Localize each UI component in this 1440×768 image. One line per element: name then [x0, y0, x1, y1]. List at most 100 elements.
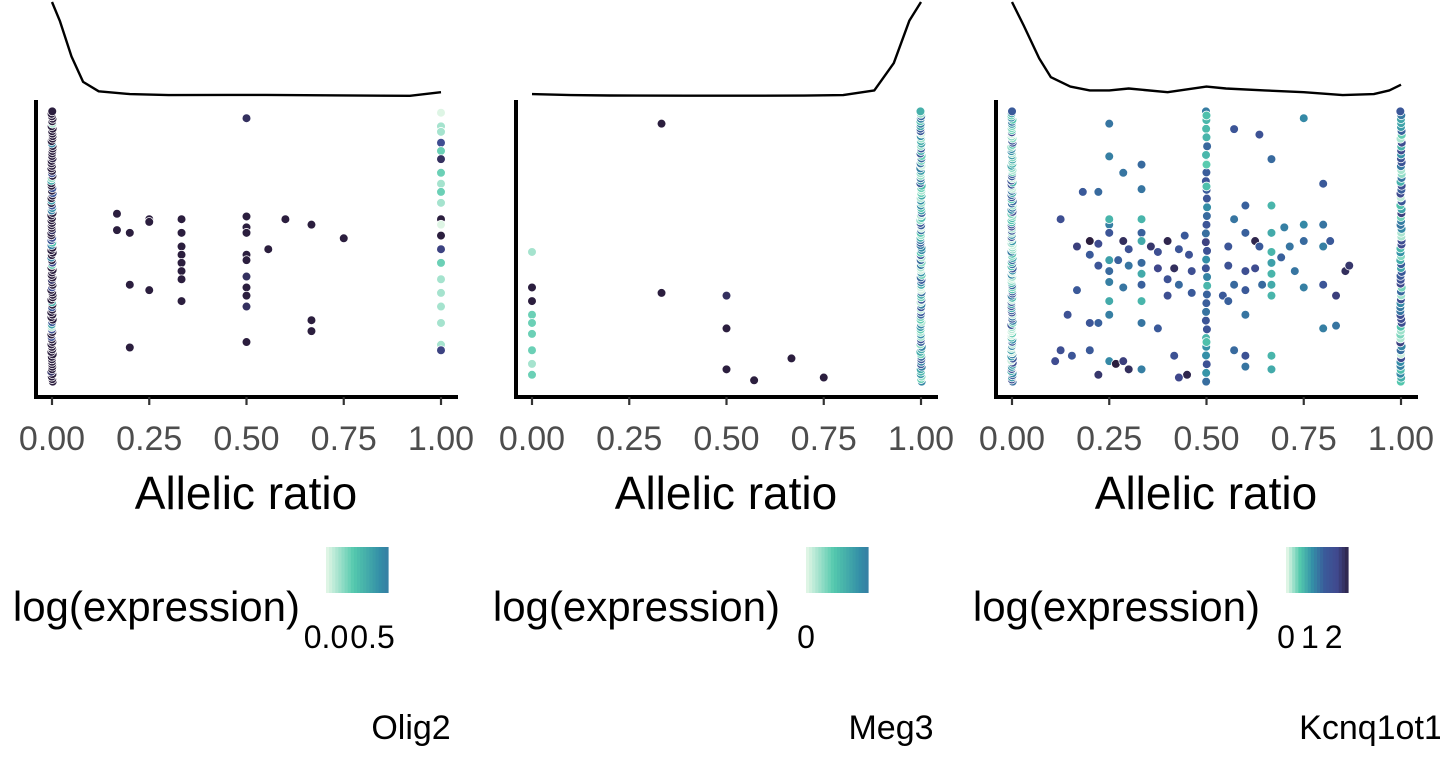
legend-gradient-step [1292, 547, 1296, 593]
data-point [1201, 298, 1212, 308]
marginal-density-curve [50, 1, 442, 97]
data-point [1201, 181, 1212, 192]
data-point [1123, 244, 1134, 255]
legend-gradient-step [341, 547, 346, 593]
data-point [1093, 260, 1104, 271]
data-point [1118, 167, 1129, 178]
legend-gradient-step [858, 547, 863, 593]
legend-gradient-step [1344, 547, 1349, 593]
data-point [1104, 277, 1115, 287]
panel-olig2: 0.00 0.25 0.50 0.75 1.00 Allelic ratio log(exp… [13, 1, 474, 747]
data-point [436, 274, 446, 285]
data-point [241, 337, 252, 347]
data-point [1067, 350, 1077, 361]
data-point [1229, 279, 1239, 290]
data-point [1250, 263, 1260, 274]
data-point [1153, 263, 1163, 274]
data-point [306, 315, 317, 326]
data-point [1085, 318, 1095, 328]
x-axis-title: Allelic ratio [135, 467, 357, 519]
legend-gradient-step [843, 547, 847, 593]
legend-gradient-step [830, 547, 835, 593]
data-point [527, 296, 537, 306]
legend-title: log(expression) [973, 583, 1260, 630]
legend-gradient-step [821, 547, 826, 593]
legend-gradient-step [833, 547, 838, 593]
legend-gradient-step [812, 547, 816, 593]
legend-title: log(expression) [13, 583, 300, 630]
data-point [1240, 309, 1251, 320]
legend-gradient-step [350, 547, 355, 593]
data-point [176, 214, 187, 225]
legend-gradient-step [1310, 547, 1315, 593]
data-point [1331, 320, 1341, 331]
legend-gradient-step [1304, 547, 1309, 593]
data-point [1395, 106, 1406, 117]
data-point [1136, 318, 1147, 328]
legend-gradient-step [840, 547, 844, 593]
data-point [1284, 241, 1295, 252]
data-point [1223, 296, 1234, 306]
data-point [1201, 110, 1212, 121]
data-point [1201, 263, 1211, 274]
x-tick-label: 0.50 [693, 420, 759, 458]
data-point [176, 296, 187, 306]
data-point [1050, 356, 1060, 366]
data-point [1229, 345, 1239, 356]
legend-gradient-step [1326, 547, 1330, 593]
data-point [1240, 350, 1251, 361]
data-point [241, 211, 252, 222]
data-point [1223, 241, 1234, 252]
data-point [1298, 236, 1309, 246]
legend-gradient-step [824, 547, 829, 593]
data-point [1136, 184, 1147, 194]
data-point [1201, 124, 1211, 134]
x-tick-label: 0.25 [1076, 420, 1142, 458]
legend-tick-label: 1 [1301, 619, 1319, 655]
legend-gradient-step [852, 547, 857, 593]
data-point [786, 353, 797, 364]
data-point [436, 137, 446, 148]
legend-gradient-step [1338, 547, 1343, 593]
data-point [1290, 266, 1300, 276]
data-point [1223, 260, 1234, 271]
data-point [1113, 255, 1123, 265]
data-point [1201, 376, 1211, 387]
data-point [263, 244, 274, 255]
data-point [1169, 350, 1180, 361]
x-tick-label: 0.50 [1173, 420, 1239, 458]
data-point [1118, 282, 1129, 293]
marginal-density-curve [1010, 1, 1402, 97]
data-point [915, 106, 926, 117]
data-point [527, 318, 537, 328]
legend-gradient-step [369, 547, 374, 593]
legend-gradient-step [329, 547, 333, 593]
data-point [125, 279, 135, 290]
data-point [1298, 113, 1309, 123]
x-tick-label: 1.00 [408, 420, 474, 458]
marginal-density-curve [531, 1, 923, 97]
color-legend: log(expression) 0 [493, 547, 869, 655]
data-point [1266, 258, 1277, 268]
legend-gradient-step [806, 547, 810, 593]
data-point [176, 266, 187, 276]
legend-tick-label: 0.0 [304, 619, 348, 655]
data-point [656, 288, 667, 298]
data-point [436, 219, 446, 230]
data-point [1254, 241, 1265, 252]
legend-gradient-step [357, 547, 361, 593]
data-point [1344, 260, 1355, 271]
data-point [1240, 266, 1251, 276]
legend-gradient-step [375, 547, 380, 593]
x-tick-label: 0.00 [979, 420, 1045, 458]
x-axis-title: Allelic ratio [615, 467, 837, 519]
data-point [1136, 268, 1147, 279]
data-point [721, 290, 732, 301]
data-point [338, 233, 349, 244]
legend-gradient-step [809, 547, 813, 593]
legend-gradient-step [855, 547, 860, 593]
data-point [1266, 279, 1277, 290]
legend-gradient-step [372, 547, 377, 593]
data-point [1162, 236, 1173, 246]
